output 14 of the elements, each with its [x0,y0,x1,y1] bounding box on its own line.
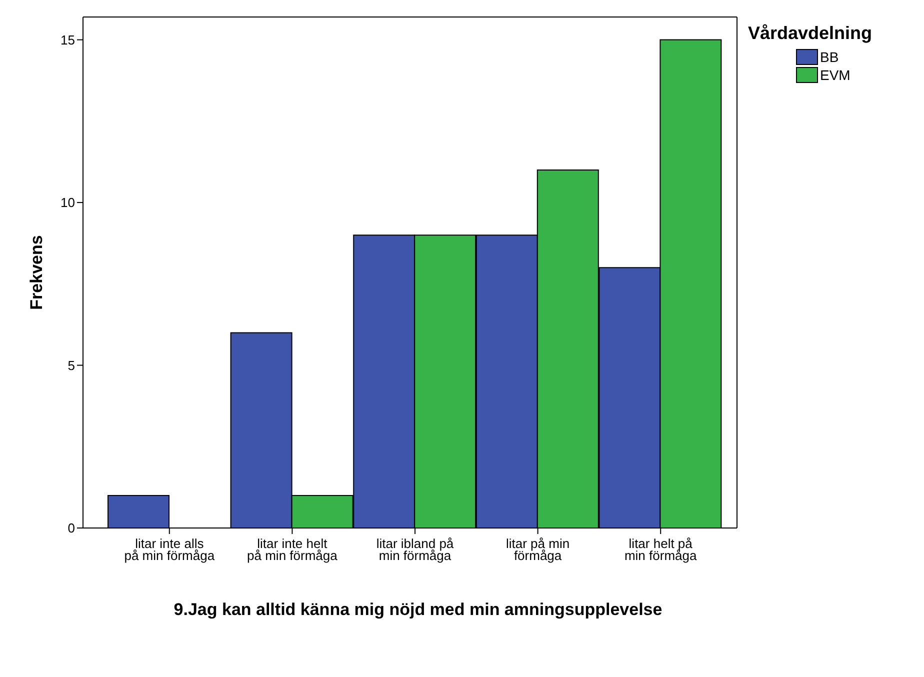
x-tick-label: litar inte helt på min förmåga [247,536,338,563]
x-tick-label: litar helt på min förmåga [624,536,698,563]
y-axis-title: Frekvens [27,235,46,310]
legend-label: BB [820,49,839,65]
y-tick-label: 0 [68,520,75,536]
x-axis-title: 9.Jag kan alltid känna mig nöjd med min amningsupplevelse [172,600,664,620]
x-tick-label: litar inte alls på min förmåga [124,536,216,563]
y-tick-label: 5 [68,358,75,373]
legend-label: EVM [820,67,850,83]
legend-title: Vårdavdelning [748,23,872,44]
y-tick-label: 10 [60,195,75,210]
x-tick-label: litar på min förmåga [506,536,570,563]
y-tick-label: 15 [60,32,75,48]
x-tick-label: litar ibland på min förmåga [376,536,454,563]
